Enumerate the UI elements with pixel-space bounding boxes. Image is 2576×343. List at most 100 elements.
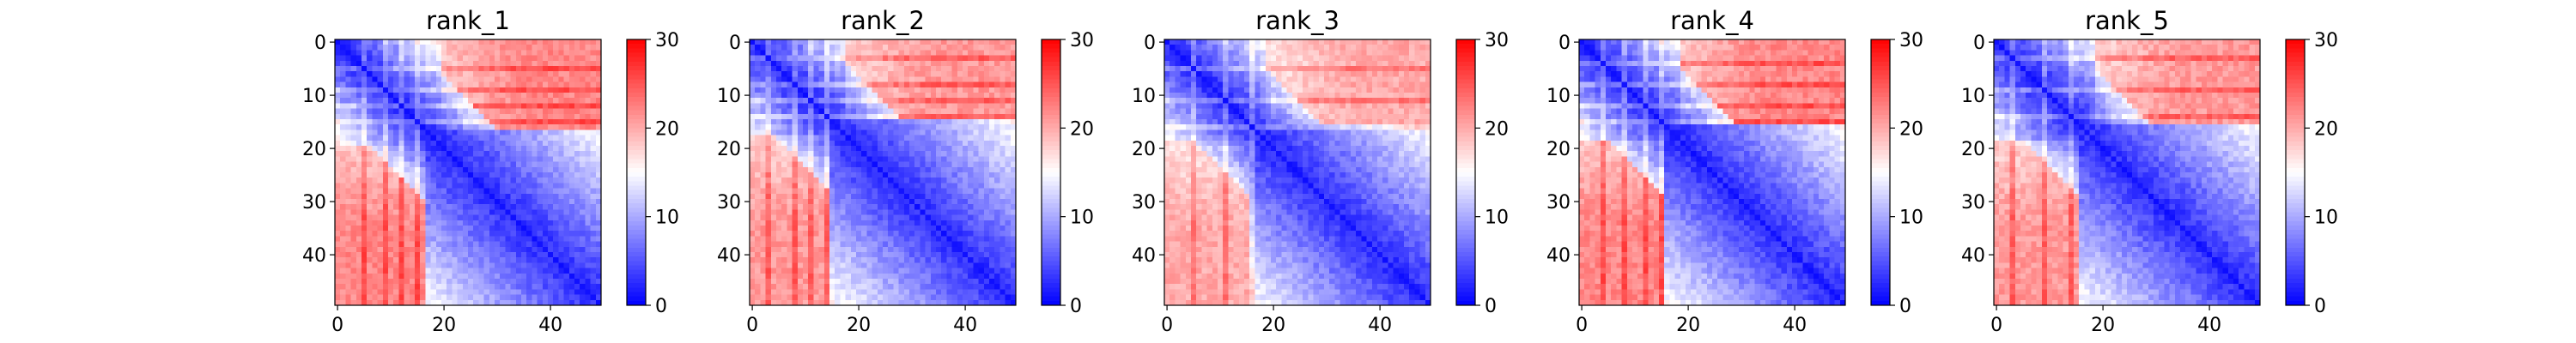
heatmap-cell: [537, 129, 544, 135]
heatmap-cell: [770, 39, 777, 45]
heatmap-cell: [553, 93, 559, 99]
heatmap-cell: [532, 81, 538, 88]
heatmap-cell: [999, 151, 1005, 157]
heatmap-cell: [537, 103, 544, 109]
heatmap-cell: [808, 113, 814, 120]
heatmap-cell: [553, 183, 559, 189]
heatmap-cell: [548, 103, 554, 109]
heatmap-cell: [415, 214, 421, 221]
heatmap-cell: [393, 284, 399, 290]
heatmap-cell: [925, 188, 932, 195]
heatmap-cell: [888, 178, 894, 184]
heatmap-cell: [542, 262, 549, 268]
heatmap-cell: [994, 246, 1000, 253]
heatmap-cell: [872, 87, 878, 93]
heatmap-cell: [415, 262, 421, 268]
heatmap-cell: [515, 220, 522, 226]
heatmap-cell: [866, 124, 872, 130]
heatmap-cell: [409, 257, 416, 263]
heatmap-cell: [542, 50, 549, 56]
heatmap-cell: [781, 279, 787, 285]
heatmap-cell: [909, 55, 915, 62]
heatmap-cell: [999, 178, 1005, 184]
heatmap-cell: [435, 161, 442, 168]
heatmap-cell: [377, 214, 384, 221]
heatmap-cell: [973, 45, 979, 51]
heatmap-cell: [941, 156, 947, 162]
heatmap-cell: [750, 166, 756, 173]
y-tick-label: 10: [302, 86, 326, 107]
heatmap-cell: [951, 93, 958, 99]
heatmap-cell: [388, 98, 394, 104]
heatmap-cell: [377, 113, 384, 120]
heatmap-cell: [983, 188, 990, 195]
heatmap-cell: [447, 273, 453, 280]
heatmap-cell: [823, 151, 830, 157]
heatmap-cell: [888, 45, 894, 51]
heatmap-cell: [861, 146, 867, 152]
heatmap-cell: [957, 124, 963, 130]
heatmap-cell: [760, 220, 766, 226]
heatmap-cell: [500, 161, 506, 168]
heatmap-cell: [404, 294, 410, 301]
heatmap-cell: [941, 273, 947, 280]
heatmap-cell: [903, 156, 910, 162]
heatmap-cell: [888, 193, 894, 200]
heatmap-cell: [526, 135, 532, 141]
heatmap-cell: [850, 193, 857, 200]
heatmap-cell: [850, 108, 857, 115]
heatmap-cell: [398, 55, 404, 62]
heatmap-cell: [1010, 188, 1017, 195]
heatmap-cell: [823, 284, 830, 290]
heatmap-cell: [500, 87, 506, 93]
heatmap-cell: [548, 193, 554, 200]
heatmap-cell: [755, 93, 761, 99]
heatmap-cell: [1010, 161, 1017, 168]
heatmap-cell: [893, 156, 899, 162]
heatmap-cell: [946, 204, 952, 210]
heatmap-cell: [388, 129, 394, 135]
heatmap-cell: [850, 246, 857, 253]
heatmap-cell: [563, 178, 570, 184]
heatmap-cell: [532, 50, 538, 56]
heatmap-cell: [500, 135, 506, 141]
heatmap-cell: [590, 241, 597, 248]
heatmap-cell: [856, 108, 862, 115]
heatmap-cell: [787, 193, 793, 200]
heatmap-cell: [340, 98, 346, 104]
heatmap-cell: [489, 299, 495, 306]
heatmap-cell: [968, 279, 974, 285]
heatmap-cell: [957, 76, 963, 82]
heatmap-cell: [548, 268, 554, 274]
heatmap-cell: [595, 257, 602, 263]
heatmap-cell: [787, 246, 793, 253]
heatmap-cell: [515, 76, 522, 82]
heatmap-cell: [845, 71, 852, 77]
heatmap-cell: [382, 129, 389, 135]
heatmap-cell: [532, 129, 538, 135]
heatmap-cell: [983, 140, 990, 147]
heatmap-cell: [823, 262, 830, 268]
heatmap-cell: [372, 55, 378, 62]
heatmap-cell: [580, 257, 586, 263]
heatmap-cell: [765, 146, 772, 152]
heatmap-cell: [526, 294, 532, 301]
heatmap-cell: [920, 108, 926, 115]
heatmap-cell: [505, 226, 511, 232]
heatmap-cell: [829, 156, 835, 162]
heatmap-cell: [361, 289, 368, 295]
heatmap-cell: [898, 268, 905, 274]
heatmap-cell: [803, 156, 809, 162]
heatmap-cell: [447, 93, 453, 99]
heatmap-cell: [914, 188, 920, 195]
heatmap-cell: [845, 246, 852, 253]
heatmap-cell: [435, 81, 442, 88]
heatmap-cell: [377, 146, 384, 152]
heatmap-cell: [542, 81, 549, 88]
heatmap-cell: [813, 55, 819, 62]
heatmap-cell: [755, 135, 761, 141]
heatmap-cell: [813, 71, 819, 77]
heatmap-cell: [420, 151, 426, 157]
heatmap-cell: [835, 204, 841, 210]
heatmap-cell: [983, 146, 990, 152]
